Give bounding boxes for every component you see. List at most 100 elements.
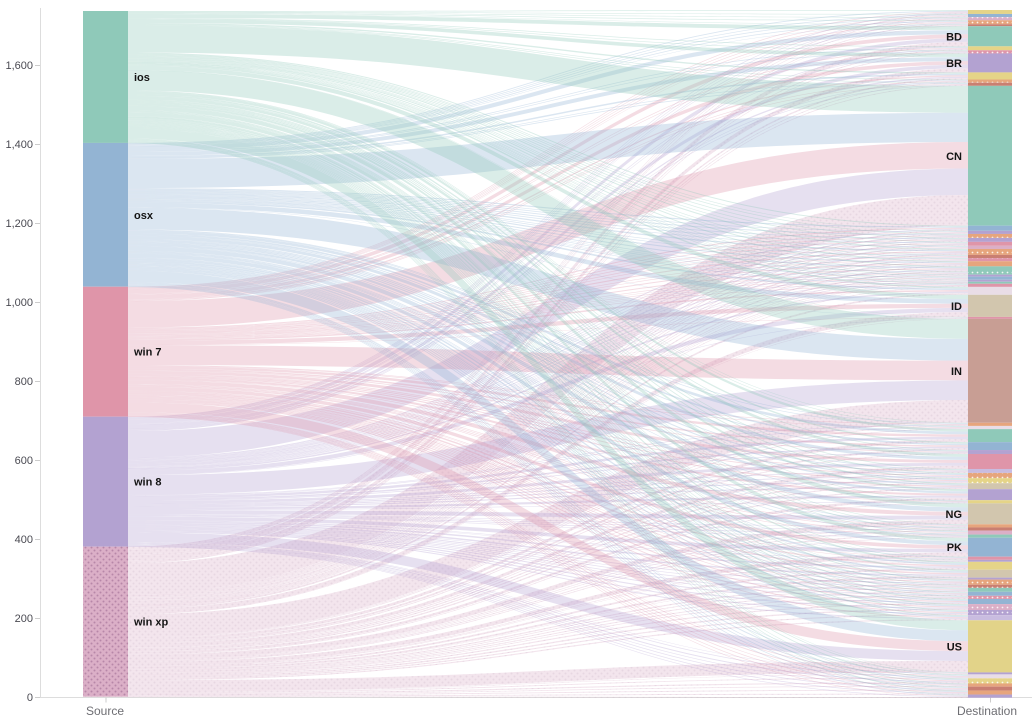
- sankey-link-ios-d70[interactable]: [128, 140, 968, 685]
- sankey-link-winxp-d61[interactable]: [128, 598, 968, 676]
- sankey-link-win8-d62[interactable]: [128, 528, 968, 603]
- sankey-link-ios-d54[interactable]: [128, 117, 968, 564]
- sankey-link-ios-d10[interactable]: [128, 24, 968, 81]
- sankey-link-winxp-d53[interactable]: [128, 561, 968, 668]
- sankey-link-ios-d64[interactable]: [128, 126, 968, 611]
- dest-node-d34[interactable]: [968, 422, 1012, 426]
- sankey-link-osx-d11[interactable]: [128, 83, 968, 159]
- dest-node-d71[interactable]: [968, 686, 1012, 691]
- dest-node-d43[interactable]: [968, 483, 1012, 490]
- sankey-link-win7-d2[interactable]: [128, 18, 968, 289]
- sankey-link-ios-d42[interactable]: [128, 101, 968, 480]
- sankey-link-osx-d14[interactable]: [128, 189, 968, 233]
- sankey-link-win8-d6[interactable]: [128, 48, 968, 425]
- sankey-link-ios-NG[interactable]: [128, 105, 968, 508]
- sankey-link-winxp-ID[interactable]: [128, 312, 968, 614]
- sankey-link-ios-BD[interactable]: [128, 14, 968, 31]
- sankey-link-ios-d69[interactable]: [128, 139, 968, 680]
- sankey-link-win8-d42[interactable]: [128, 481, 968, 507]
- sankey-link-win7-d52[interactable]: [128, 390, 968, 559]
- sankey-link-win8-d25[interactable]: [128, 275, 968, 468]
- sankey-link-ios-d48[interactable]: [128, 110, 968, 529]
- sankey-link-win7-d47[interactable]: [128, 384, 968, 527]
- dest-node-d38[interactable]: [968, 450, 1012, 454]
- sankey-link-win8-d53[interactable]: [128, 520, 968, 562]
- sankey-link-win8-d64[interactable]: [128, 530, 968, 615]
- sankey-link-ios-d47[interactable]: [128, 109, 968, 525]
- sankey-link-winxp-d16[interactable]: [128, 241, 968, 598]
- dest-node-d62[interactable]: [968, 598, 1012, 605]
- dest-node-d1[interactable]: [968, 13, 1012, 18]
- sankey-link-ios-d17[interactable]: [128, 55, 968, 243]
- sankey-link-win8-d65[interactable]: [128, 531, 968, 620]
- sankey-link-ios-d60[interactable]: [128, 122, 968, 593]
- sankey-link-ios-d53[interactable]: [128, 116, 968, 561]
- sankey-link-osx-d9[interactable]: [128, 73, 968, 158]
- sankey-link-win7-d64[interactable]: [128, 400, 968, 614]
- dest-node-d22[interactable]: [968, 261, 1012, 267]
- sankey-link-winxp-d36[interactable]: [128, 439, 968, 642]
- sankey-link-win8-d59[interactable]: [128, 526, 968, 591]
- sankey-link-win8-d40[interactable]: [128, 471, 968, 505]
- sankey-link-osx-d55[interactable]: [128, 260, 968, 573]
- sankey-link-ios-CN[interactable]: [128, 25, 968, 113]
- sankey-link-win8-d39[interactable]: [128, 462, 968, 504]
- sankey-link-win8-d67[interactable]: [128, 542, 968, 674]
- sankey-link-win8-d29[interactable]: [128, 285, 968, 470]
- sankey-link-win8-d23[interactable]: [128, 269, 968, 467]
- sankey-link-osx-BD[interactable]: [128, 30, 968, 151]
- sankey-link-osx-d53[interactable]: [128, 258, 968, 561]
- sankey-link-winxp-d63[interactable]: [128, 608, 968, 678]
- dest-node-d14[interactable]: [968, 230, 1012, 234]
- sankey-link-ios-d25[interactable]: [128, 61, 968, 276]
- sankey-link-win8-d30[interactable]: [128, 291, 968, 471]
- sankey-link-win7-d18[interactable]: [128, 247, 968, 332]
- sankey-link-ios-d3[interactable]: [128, 12, 968, 22]
- sankey-link-win7-d42[interactable]: [128, 375, 968, 482]
- sankey-link-win8-d13[interactable]: [128, 228, 968, 459]
- sankey-link-win8-d58[interactable]: [128, 525, 968, 588]
- sankey-link-win8-d54[interactable]: [128, 521, 968, 568]
- dest-node-d48[interactable]: [968, 527, 1012, 531]
- sankey-link-ios-d62[interactable]: [128, 124, 968, 600]
- sankey-link-osx-d30[interactable]: [128, 200, 968, 291]
- dest-node-d32[interactable]: [968, 316, 1012, 319]
- sankey-link-win7-d58[interactable]: [128, 395, 968, 587]
- sankey-link-winxp-d43[interactable]: [128, 487, 968, 652]
- sankey-link-win7-ID[interactable]: [128, 303, 968, 345]
- sankey-link-win8-d21[interactable]: [128, 259, 968, 465]
- sankey-link-win7-d37[interactable]: [128, 368, 968, 447]
- sankey-link-osx-d71[interactable]: [128, 284, 968, 689]
- sankey-link-win8-US[interactable]: [128, 532, 968, 661]
- sankey-link-win7-d10[interactable]: [128, 80, 968, 301]
- sankey-link-osx-CN[interactable]: [128, 112, 968, 189]
- sankey-link-win7-CN[interactable]: [128, 142, 968, 328]
- sankey-link-win8-d56[interactable]: [128, 524, 968, 580]
- sankey-link-winxp-d11[interactable]: [128, 85, 968, 564]
- sankey-link-winxp-d44[interactable]: [128, 497, 968, 654]
- sankey-link-ios-d18[interactable]: [128, 56, 968, 247]
- sankey-link-winxp-d9[interactable]: [128, 77, 968, 562]
- sankey-link-winxp-d56[interactable]: [128, 579, 968, 672]
- sankey-link-winxp-d42[interactable]: [128, 482, 968, 651]
- sankey-link-win8-d60[interactable]: [128, 526, 968, 595]
- dest-node-NG[interactable]: [968, 503, 1012, 525]
- sankey-link-win7-d6[interactable]: [128, 47, 968, 295]
- sankey-link-osx-d24[interactable]: [128, 197, 968, 273]
- sankey-link-win8-d41[interactable]: [128, 475, 968, 506]
- sankey-link-ios-d71[interactable]: [128, 141, 968, 688]
- sankey-link-ios-d37[interactable]: [128, 94, 968, 444]
- sankey-link-ios-d65[interactable]: [128, 127, 968, 617]
- dest-node-d59[interactable]: [968, 587, 1012, 592]
- sankey-link-win8-d43[interactable]: [128, 486, 968, 508]
- sankey-link-winxp-d21[interactable]: [128, 260, 968, 602]
- dest-node-d55[interactable]: [968, 569, 1012, 578]
- sankey-link-osx-d32[interactable]: [128, 207, 968, 318]
- dest-node-d17[interactable]: [968, 241, 1012, 246]
- sankey-link-win8-d9[interactable]: [128, 76, 968, 430]
- sankey-link-ios-d30[interactable]: [128, 64, 968, 289]
- sankey-link-ios-d11[interactable]: [128, 24, 968, 84]
- sankey-link-osx-d57[interactable]: [128, 262, 968, 582]
- sankey-link-ios-d6[interactable]: [128, 17, 968, 48]
- sankey-link-ios-d58[interactable]: [128, 121, 968, 586]
